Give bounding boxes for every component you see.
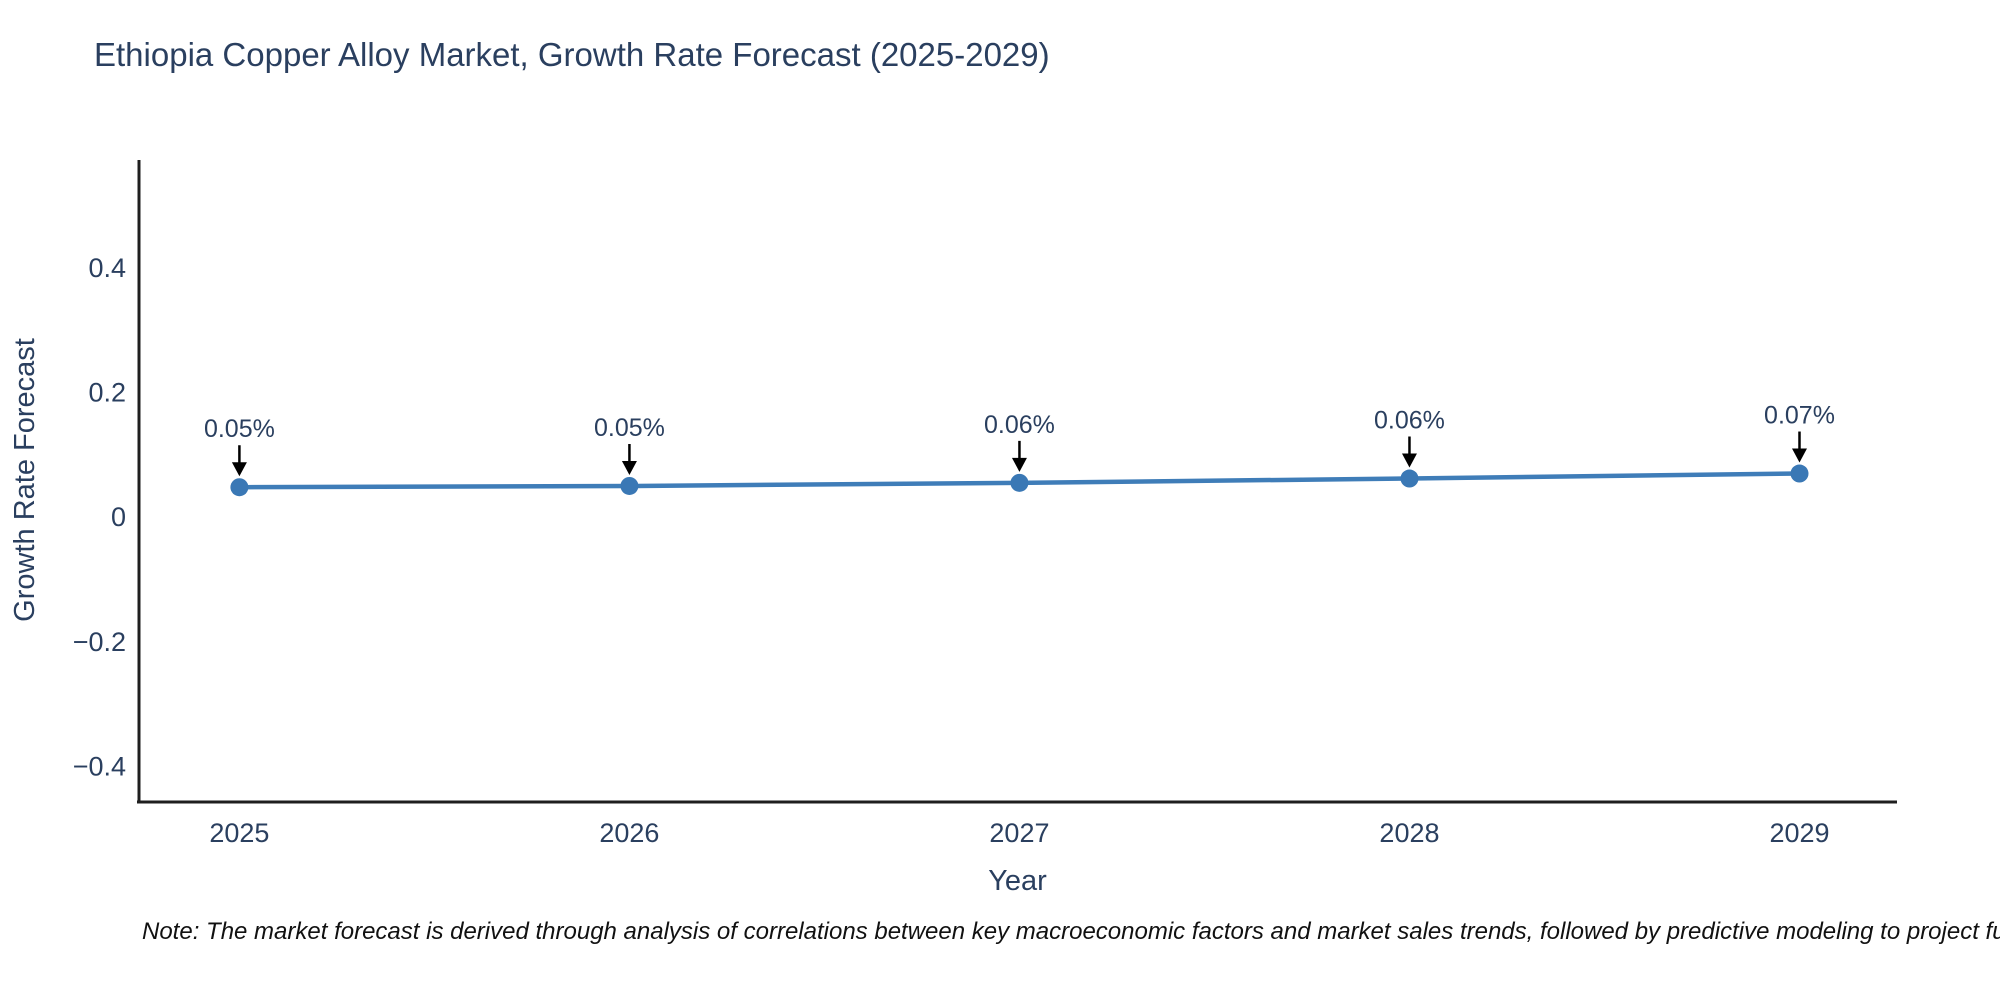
y-tick-label: 0.2 xyxy=(88,377,126,407)
annotation-arrowhead xyxy=(621,460,637,475)
x-tick-label: 2026 xyxy=(599,818,659,848)
y-tick-label: 0 xyxy=(111,502,126,532)
x-tick-label: 2027 xyxy=(989,818,1049,848)
annotation-arrowhead xyxy=(1011,457,1027,472)
annotation-label: 0.05% xyxy=(594,414,665,442)
footnote: Note: The market forecast is derived thr… xyxy=(142,918,2000,945)
data-point-marker[interactable] xyxy=(230,478,249,497)
annotation-arrowhead xyxy=(1401,453,1417,468)
data-point-marker[interactable] xyxy=(1790,464,1809,483)
x-tick-label: 2029 xyxy=(1769,818,1829,848)
chart-title: Ethiopia Copper Alloy Market, Growth Rat… xyxy=(94,36,1050,73)
data-point-marker[interactable] xyxy=(1010,473,1029,492)
annotation-label: 0.05% xyxy=(204,415,275,443)
annotation-label: 0.07% xyxy=(1764,402,1835,430)
y-tick-label: 0.4 xyxy=(88,253,126,283)
x-tick-label: 2028 xyxy=(1379,818,1439,848)
annotation-arrowhead xyxy=(1791,448,1807,463)
annotation-label: 0.06% xyxy=(984,411,1055,439)
y-tick-label: −0.2 xyxy=(73,627,126,657)
annotation-arrowhead xyxy=(231,462,247,477)
data-point-marker[interactable] xyxy=(1400,469,1419,488)
y-axis-title: Growth Rate Forecast xyxy=(9,338,41,622)
x-tick-label: 2025 xyxy=(209,818,269,848)
x-axis-title: Year xyxy=(988,865,1047,897)
annotation-label: 0.06% xyxy=(1374,407,1445,435)
y-tick-label: −0.4 xyxy=(73,751,126,781)
data-point-marker[interactable] xyxy=(620,476,639,495)
